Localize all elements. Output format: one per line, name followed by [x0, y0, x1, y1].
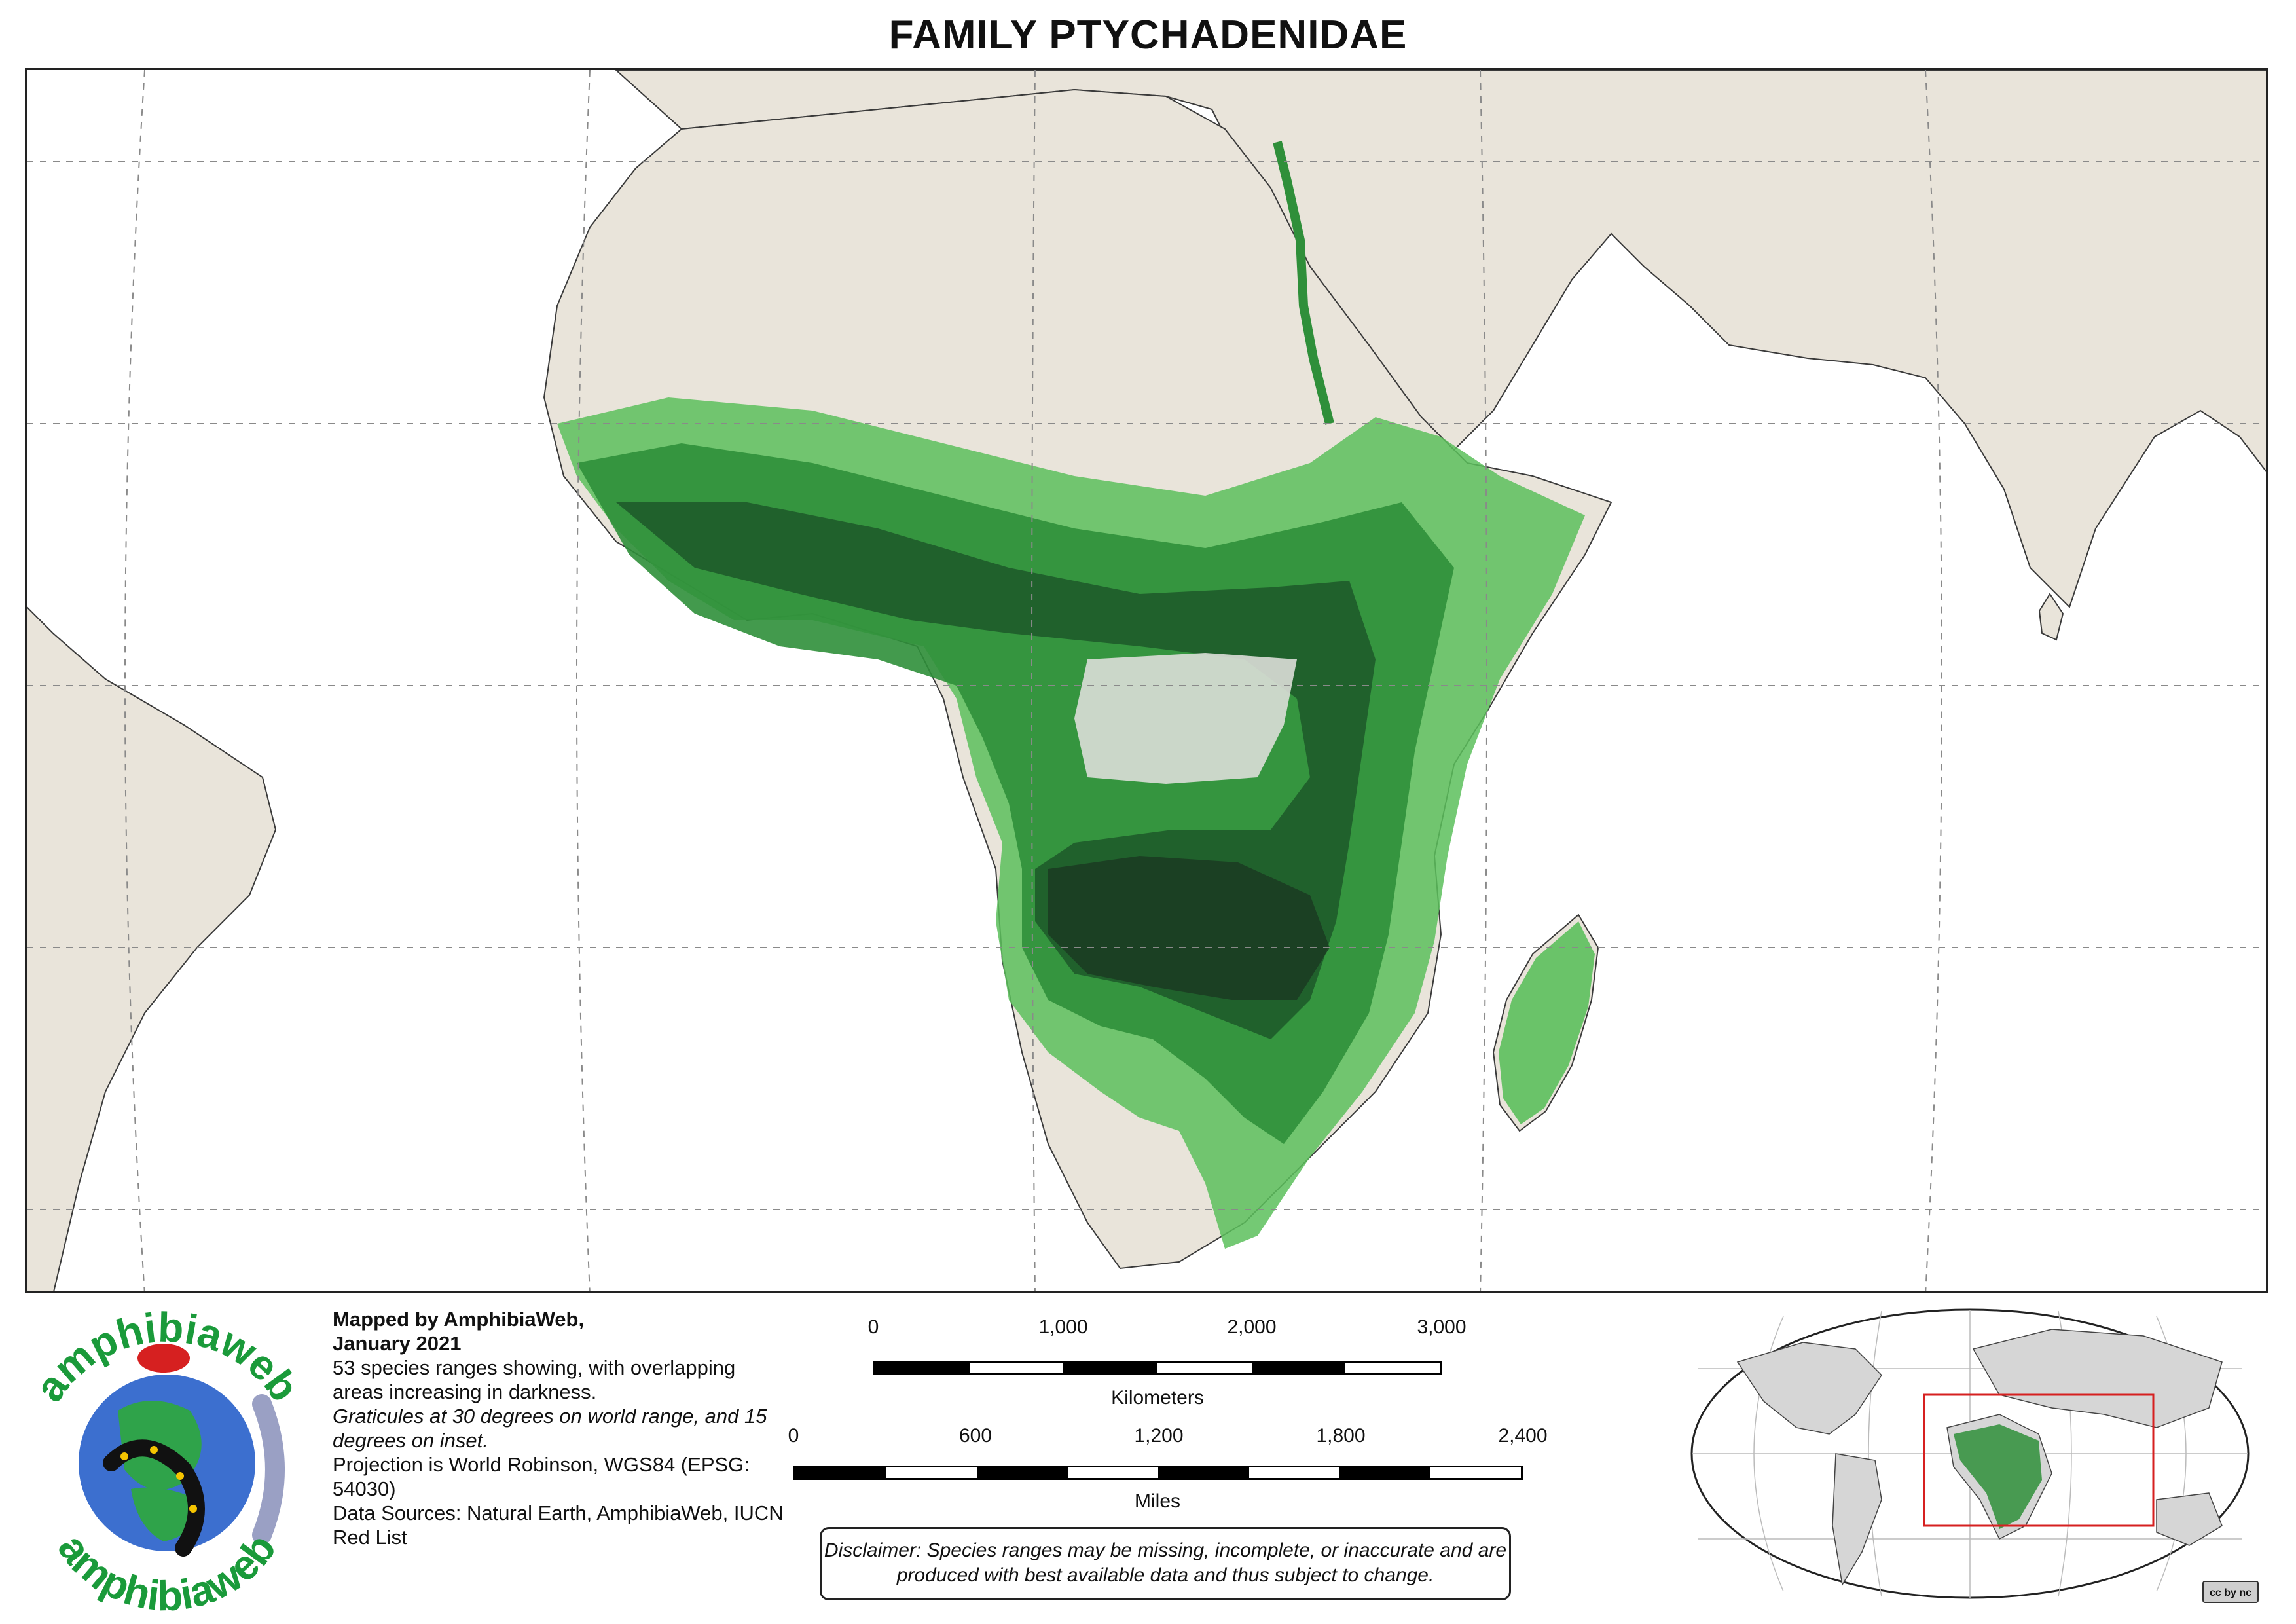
sri-lanka-landmass [2038, 593, 2064, 641]
km-tick-2: 2,000 [1227, 1316, 1277, 1338]
mi-tick-2: 1,200 [1134, 1425, 1184, 1447]
eurasia-landmass [615, 70, 2266, 608]
credit-graticules: Graticules at 30 degrees on world range,… [333, 1405, 767, 1452]
map-canvas [27, 70, 2266, 1291]
mi-tick-3: 1,800 [1316, 1425, 1366, 1447]
inset-eurasia [1972, 1329, 2223, 1428]
salamander-icon [103, 1439, 205, 1557]
km-tick-1: 1,000 [1038, 1316, 1088, 1338]
credit-summary: 53 species ranges showing, with overlapp… [333, 1356, 736, 1403]
km-tick-3: 3,000 [1417, 1316, 1467, 1338]
inset-north-america [1736, 1342, 1882, 1435]
mi-tick-4: 2,400 [1498, 1425, 1548, 1447]
range-madagascar [1499, 921, 1595, 1124]
inset-highlight-box [1923, 1393, 2155, 1527]
range-nile [1273, 141, 1334, 425]
map-title: FAMILY PTYCHADENIDAE [888, 12, 1408, 58]
south-america-landmass [27, 606, 277, 1291]
range-gap-congo [1074, 653, 1297, 784]
credits-block: Mapped by AmphibiaWeb, January 2021 53 s… [333, 1307, 791, 1549]
main-map[interactable] [25, 68, 2268, 1293]
species-range-layer [557, 141, 1595, 1249]
disclaimer-box: Disclaimer: Species ranges may be missin… [820, 1527, 1511, 1600]
credit-sources: Data Sources: Natural Earth, AmphibiaWeb… [333, 1502, 784, 1549]
credit-line-1: Mapped by AmphibiaWeb, [333, 1308, 585, 1331]
inset-range [1954, 1424, 2042, 1529]
km-tick-0: 0 [867, 1316, 879, 1338]
amphibiaweb-logo: amphibiaweb amphibiaweb [13, 1299, 321, 1620]
inset-australia [2156, 1492, 2223, 1546]
credit-projection: Projection is World Robinson, WGS84 (EPS… [333, 1453, 750, 1500]
graticule-layer [27, 70, 2266, 1291]
inset-south-america [1832, 1453, 1882, 1587]
mi-unit-label: Miles [1134, 1490, 1181, 1512]
license-badge: cc by nc [2202, 1581, 2259, 1603]
mi-tick-0: 0 [788, 1425, 799, 1447]
inset-world-map[interactable] [1685, 1303, 2255, 1611]
km-unit-label: Kilometers [1111, 1387, 1204, 1409]
frog-icon [137, 1344, 190, 1373]
credit-line-2: January 2021 [333, 1332, 462, 1355]
range-darkest-core [1048, 856, 1330, 1000]
mi-tick-1: 600 [958, 1425, 993, 1447]
km-scalebar [873, 1361, 1442, 1375]
mi-scalebar [793, 1466, 1523, 1480]
